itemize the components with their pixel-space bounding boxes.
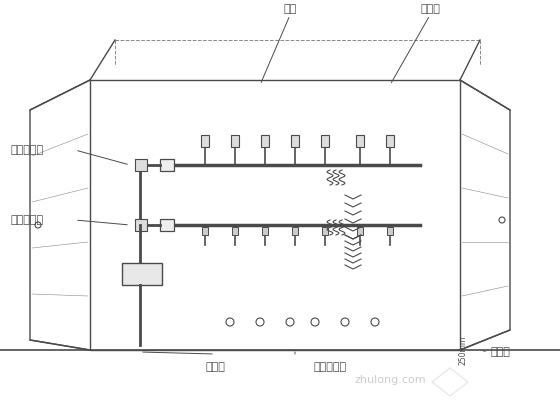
Text: 采暖回水管: 采暖回水管 — [10, 145, 43, 155]
Bar — [231, 135, 239, 147]
Bar — [261, 135, 269, 147]
Text: zhulong.com: zhulong.com — [354, 375, 426, 385]
Bar — [135, 159, 147, 171]
Bar — [291, 135, 299, 147]
Text: 主管孔: 主管孔 — [205, 362, 225, 372]
Text: 采暖供水管: 采暖供水管 — [10, 215, 43, 225]
Bar — [160, 159, 174, 171]
Bar — [387, 227, 393, 235]
Bar — [321, 135, 329, 147]
Text: 地平面: 地平面 — [490, 347, 510, 357]
Text: 分水箱: 分水箱 — [420, 4, 440, 14]
Text: 地暖盘管孔: 地暖盘管孔 — [314, 362, 347, 372]
Text: 线盒: 线盒 — [283, 4, 297, 14]
Bar — [202, 227, 208, 235]
Bar — [122, 263, 162, 285]
Bar — [135, 219, 147, 231]
Bar — [357, 227, 363, 235]
Bar — [356, 135, 364, 147]
Bar — [386, 135, 394, 147]
Bar — [90, 80, 460, 350]
Bar — [262, 227, 268, 235]
Bar — [232, 227, 238, 235]
Text: 250mm: 250mm — [458, 336, 467, 365]
Bar — [322, 227, 328, 235]
Bar — [292, 227, 298, 235]
Bar — [160, 219, 174, 231]
Bar — [201, 135, 209, 147]
